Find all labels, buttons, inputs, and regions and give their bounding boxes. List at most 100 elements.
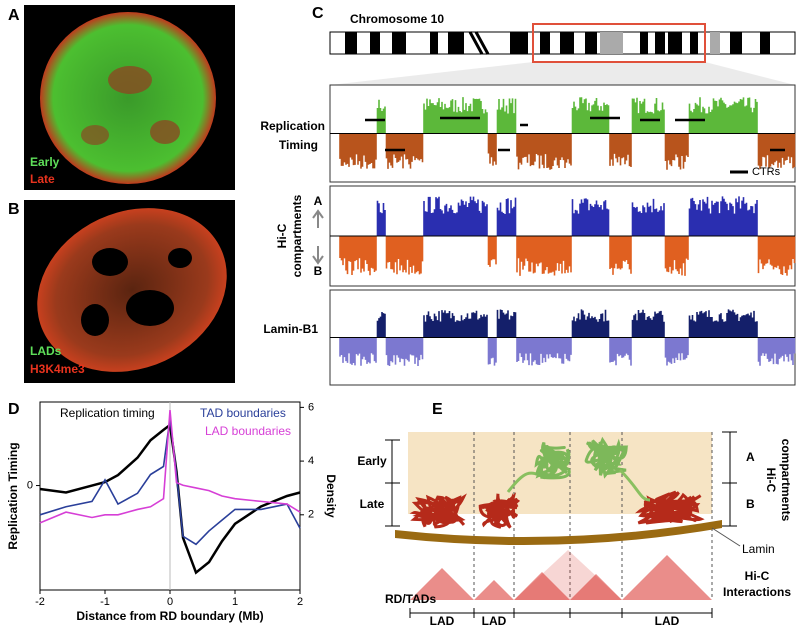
leader xyxy=(711,527,741,547)
track-label: compartments xyxy=(290,194,304,277)
label: H3K4me3 xyxy=(30,362,85,376)
interaction-domain xyxy=(514,550,622,600)
chromosome-label: Chromosome 10 xyxy=(350,12,444,26)
band xyxy=(710,32,720,54)
replication-area xyxy=(376,97,758,134)
x-tick-label: 1 xyxy=(232,596,238,608)
nucleolus xyxy=(168,248,192,268)
y2-tick-label: 2 xyxy=(308,509,314,521)
nucleolus xyxy=(92,248,128,276)
nucleolus xyxy=(126,290,174,326)
x-tick-label: 2 xyxy=(297,596,303,608)
legend-label: Replication timing xyxy=(60,406,155,420)
label: LAD xyxy=(655,614,680,628)
compartment-area xyxy=(339,236,796,276)
interaction-domain xyxy=(474,580,514,600)
lamin xyxy=(395,520,722,546)
band xyxy=(430,32,438,54)
label: compartments xyxy=(779,439,793,522)
track-label: Timing xyxy=(279,138,318,152)
label: Early xyxy=(30,155,60,169)
domain-bracket xyxy=(409,608,713,618)
zoom-box xyxy=(532,23,706,63)
band xyxy=(560,32,574,54)
x-axis-title: Distance from RD boundary (Mb) xyxy=(76,609,263,623)
label: Late xyxy=(30,172,55,186)
chromatin-fiber xyxy=(534,442,571,480)
band xyxy=(668,32,682,54)
chromatin-fiber xyxy=(409,493,467,529)
band xyxy=(345,32,357,54)
label: LAD xyxy=(430,614,455,628)
panel-letter: E xyxy=(432,401,443,418)
band xyxy=(510,32,528,54)
series-line xyxy=(39,409,301,524)
chromatin-fiber xyxy=(478,492,521,529)
y2-tick-label: 6 xyxy=(308,401,314,413)
label: Early xyxy=(357,454,387,468)
band xyxy=(540,32,550,54)
band xyxy=(370,32,380,54)
y-axis-title: Replication Timing xyxy=(6,442,20,549)
chromatin-fiber xyxy=(584,436,629,479)
bracket xyxy=(722,431,737,527)
y2-tick-label: 4 xyxy=(308,455,314,467)
interaction-domain xyxy=(570,574,622,600)
centromere xyxy=(468,31,490,55)
legend-label: LAD boundaries xyxy=(205,424,291,438)
y-tick-label: 0 xyxy=(27,479,33,491)
ideogram xyxy=(329,31,796,55)
panel-letter: A xyxy=(8,7,20,24)
nucleolus xyxy=(150,120,180,144)
compartment-area xyxy=(376,196,758,236)
zoom-wedge xyxy=(330,62,795,85)
chromatin-fiber xyxy=(618,468,651,502)
replication-area xyxy=(339,133,796,170)
nucleolus xyxy=(108,66,152,94)
band xyxy=(640,32,648,54)
label: Hi-C xyxy=(764,468,778,493)
interaction-domain xyxy=(410,568,474,600)
label: RD/TADs xyxy=(385,592,436,606)
label: Interactions xyxy=(723,585,791,599)
chromatin xyxy=(409,436,705,529)
band xyxy=(448,32,464,54)
nucleolus xyxy=(81,304,109,336)
x-tick-label: -2 xyxy=(35,596,45,608)
label: Lamin xyxy=(742,542,775,556)
label: LADs xyxy=(30,344,62,358)
chromatin-fiber xyxy=(634,490,705,525)
hic-map xyxy=(410,550,712,600)
label: LAD xyxy=(482,614,507,628)
panel-letter: D xyxy=(8,401,20,418)
lamin-area xyxy=(376,309,758,338)
label: Hi-C xyxy=(745,569,770,583)
band xyxy=(690,32,698,54)
x-tick-label: -1 xyxy=(100,596,110,608)
interaction-domain xyxy=(622,555,712,600)
band xyxy=(760,32,770,54)
track-label: Lamin-B1 xyxy=(263,322,318,336)
legend-label: CTRs xyxy=(752,166,781,178)
lamin-area xyxy=(339,337,796,366)
bracket xyxy=(385,439,400,527)
track-label: Hi-C xyxy=(275,223,289,248)
track-label: Replication xyxy=(260,119,325,133)
interaction-domain xyxy=(514,572,570,600)
panel-letter: B xyxy=(8,201,20,218)
line-chart: -2 -1 0 1 2 0 2 4 6 Distance from RD boundary (Mb… xyxy=(6,401,338,623)
band xyxy=(730,32,742,54)
band xyxy=(655,32,665,54)
x-tick-label: 0 xyxy=(167,596,173,608)
panel-letter: C xyxy=(312,5,324,22)
label: A xyxy=(746,450,755,464)
nucleolus xyxy=(81,125,109,145)
tracks xyxy=(330,97,796,366)
legend-label: TAD boundaries xyxy=(200,406,286,420)
y2-axis-title: Density xyxy=(324,474,338,518)
band xyxy=(615,32,623,54)
arrow xyxy=(312,209,324,265)
label: B xyxy=(746,497,755,511)
